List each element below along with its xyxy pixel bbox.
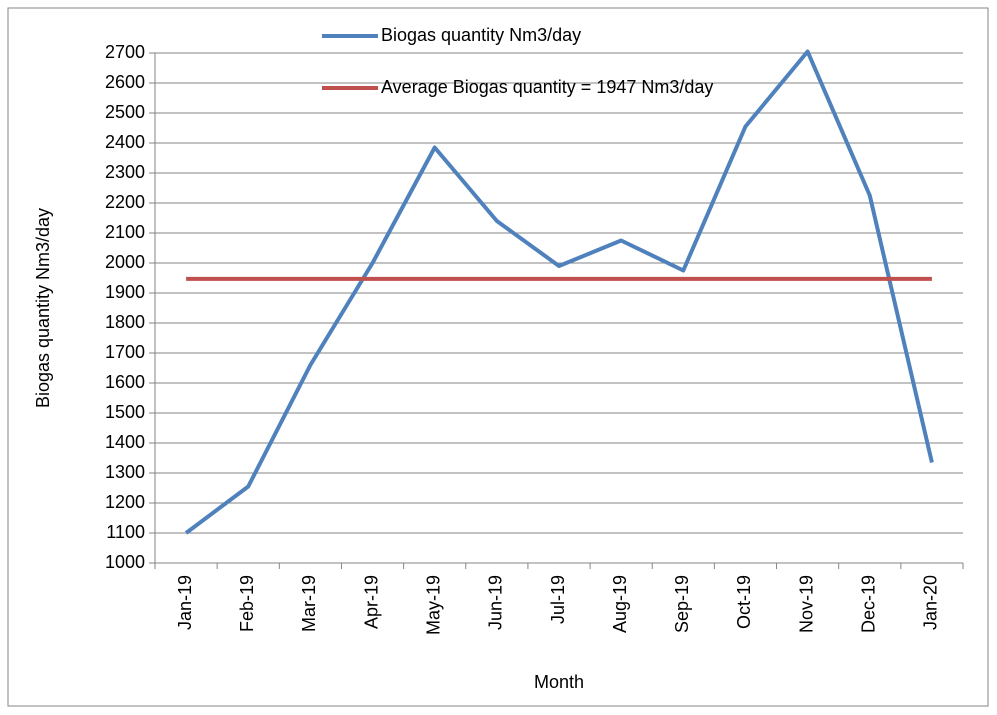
x-tick-label: Aug-19 (610, 575, 630, 633)
x-tick-label: Oct-19 (734, 575, 754, 629)
y-tick-label: 1900 (105, 282, 145, 302)
x-tick-label: Mar-19 (299, 575, 319, 632)
legend-label: Average Biogas quantity = 1947 Nm3/day (381, 77, 713, 97)
x-tick-label: Sep-19 (672, 575, 692, 633)
y-tick-label: 1500 (105, 402, 145, 422)
x-tick-label: Jan-20 (921, 575, 941, 630)
y-tick-label: 2000 (105, 252, 145, 272)
y-tick-label: 1400 (105, 432, 145, 452)
chart-border (7, 7, 989, 707)
x-tick-label: Feb-19 (237, 575, 257, 632)
y-tick-label: 2300 (105, 162, 145, 182)
y-axis-title: Biogas quantity Nm3/day (33, 208, 53, 408)
y-tick-label: 2500 (105, 102, 145, 122)
x-tick-label: May-19 (423, 575, 443, 635)
legend-label: Biogas quantity Nm3/day (381, 25, 581, 45)
x-tick-label: Nov-19 (796, 575, 816, 633)
y-tick-label: 2700 (105, 42, 145, 62)
x-axis-title: Month (534, 672, 584, 692)
y-tick-label: 1200 (105, 492, 145, 512)
y-tick-label: 1600 (105, 372, 145, 392)
y-tick-label: 2600 (105, 72, 145, 92)
y-tick-label: 1100 (106, 522, 145, 542)
y-tick-label: 2200 (105, 192, 145, 212)
y-tick-label: 1800 (105, 312, 145, 332)
x-tick-label: Jan-19 (175, 575, 195, 630)
y-tick-label: 1700 (105, 342, 145, 362)
series-line (184, 49, 934, 535)
x-tick-label: Apr-19 (361, 575, 381, 629)
y-tick-label: 2100 (105, 222, 145, 242)
y-tick-label: 1300 (105, 462, 145, 482)
y-tick-label: 1000 (105, 552, 145, 572)
x-tick-label: Dec-19 (859, 575, 879, 633)
x-tick-label: Jul-19 (548, 575, 568, 624)
x-tick-label: Jun-19 (486, 575, 506, 630)
y-tick-label: 2400 (105, 132, 145, 152)
